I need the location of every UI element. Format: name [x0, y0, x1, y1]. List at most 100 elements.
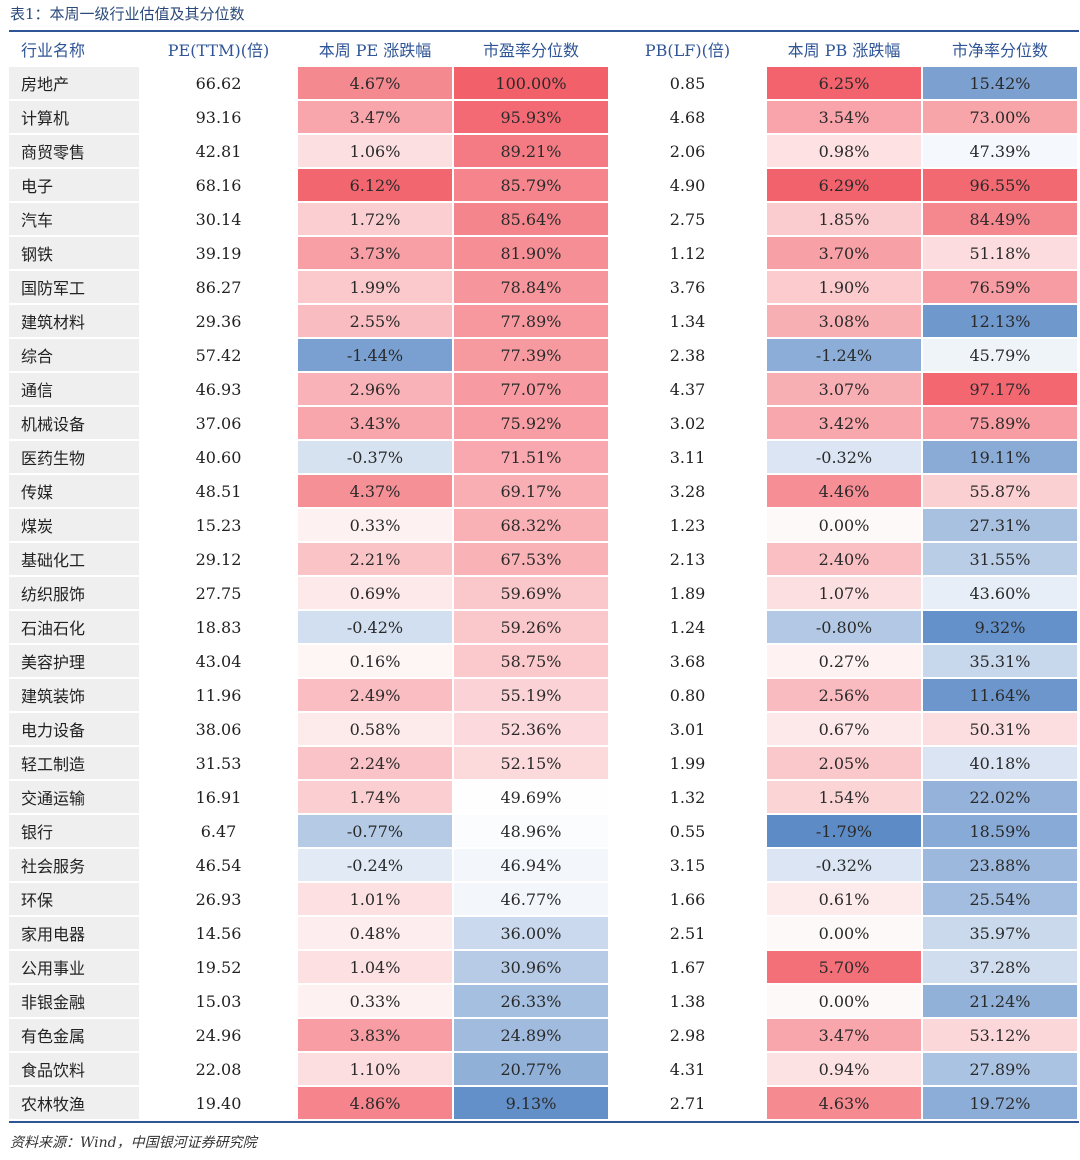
cell-pe-value: 37.06 [141, 407, 298, 441]
cell-pb-value: 2.51 [610, 917, 767, 951]
cell-pb-change: -1.79% [767, 815, 923, 849]
header-industry: 行业名称 [9, 32, 141, 67]
cell-industry-name: 美容护理 [9, 645, 141, 679]
cell-pb-percentile: 47.39% [923, 135, 1079, 169]
cell-industry-name: 家用电器 [9, 917, 141, 951]
table-row: 传媒 48.51 4.37% 69.17% 3.28 4.46% 55.87% [9, 475, 1079, 509]
cell-pb-change: 0.94% [767, 1053, 923, 1087]
cell-pb-value: 4.90 [610, 169, 767, 203]
cell-pb-change: 0.98% [767, 135, 923, 169]
cell-pe-value: 22.08 [141, 1053, 298, 1087]
cell-pb-change: 3.07% [767, 373, 923, 407]
cell-pb-value: 2.13 [610, 543, 767, 577]
header-pb-percentile: 市净率分位数 [923, 32, 1079, 67]
cell-industry-name: 公用事业 [9, 951, 141, 985]
cell-pe-change: 4.86% [298, 1087, 454, 1121]
cell-pb-percentile: 43.60% [923, 577, 1079, 611]
cell-pe-percentile: 95.93% [454, 101, 610, 135]
cell-pb-change: 2.40% [767, 543, 923, 577]
cell-pe-value: 40.60 [141, 441, 298, 475]
cell-pe-change: 3.47% [298, 101, 454, 135]
table-body: 房地产 66.62 4.67% 100.00% 0.85 6.25% 15.42% 计算机 93… [9, 67, 1079, 1121]
cell-pe-percentile: 52.36% [454, 713, 610, 747]
table-row: 食品饮料 22.08 1.10% 20.77% 4.31 0.94% 27.89% [9, 1053, 1079, 1087]
table-row: 交通运输 16.91 1.74% 49.69% 1.32 1.54% 22.02% [9, 781, 1079, 815]
cell-pb-change: -0.32% [767, 441, 923, 475]
cell-industry-name: 纺织服饰 [9, 577, 141, 611]
cell-pb-change: 0.67% [767, 713, 923, 747]
cell-pe-value: 26.93 [141, 883, 298, 917]
cell-pe-change: 0.33% [298, 509, 454, 543]
table-row: 社会服务 46.54 -0.24% 46.94% 3.15 -0.32% 23.88% [9, 849, 1079, 883]
cell-industry-name: 综合 [9, 339, 141, 373]
cell-industry-name: 环保 [9, 883, 141, 917]
cell-industry-name: 通信 [9, 373, 141, 407]
cell-pb-value: 1.23 [610, 509, 767, 543]
table-row: 煤炭 15.23 0.33% 68.32% 1.23 0.00% 27.31% [9, 509, 1079, 543]
cell-pb-percentile: 50.31% [923, 713, 1079, 747]
cell-pe-value: 38.06 [141, 713, 298, 747]
cell-pe-change: 0.69% [298, 577, 454, 611]
cell-pe-change: 1.06% [298, 135, 454, 169]
cell-industry-name: 农林牧渔 [9, 1087, 141, 1121]
cell-pb-value: 2.71 [610, 1087, 767, 1121]
table-row: 家用电器 14.56 0.48% 36.00% 2.51 0.00% 35.97% [9, 917, 1079, 951]
cell-pb-value: 1.32 [610, 781, 767, 815]
cell-pb-change: 5.70% [767, 951, 923, 985]
cell-pe-value: 57.42 [141, 339, 298, 373]
cell-industry-name: 社会服务 [9, 849, 141, 883]
table-row: 机械设备 37.06 3.43% 75.92% 3.02 3.42% 75.89% [9, 407, 1079, 441]
cell-pb-value: 1.66 [610, 883, 767, 917]
cell-pe-percentile: 85.64% [454, 203, 610, 237]
cell-pb-change: 3.54% [767, 101, 923, 135]
header-pb-change: 本周 PB 涨跌幅 [767, 32, 923, 67]
cell-pe-percentile: 59.26% [454, 611, 610, 645]
cell-industry-name: 轻工制造 [9, 747, 141, 781]
cell-pe-percentile: 100.00% [454, 67, 610, 101]
cell-pb-value: 3.76 [610, 271, 767, 305]
cell-pb-percentile: 76.59% [923, 271, 1079, 305]
cell-pb-value: 3.11 [610, 441, 767, 475]
cell-pe-change: 0.48% [298, 917, 454, 951]
cell-pb-percentile: 19.11% [923, 441, 1079, 475]
table-row: 国防军工 86.27 1.99% 78.84% 3.76 1.90% 76.59% [9, 271, 1079, 305]
cell-pe-percentile: 77.07% [454, 373, 610, 407]
cell-pe-value: 16.91 [141, 781, 298, 815]
cell-pb-value: 1.67 [610, 951, 767, 985]
cell-pb-percentile: 25.54% [923, 883, 1079, 917]
cell-pb-value: 3.01 [610, 713, 767, 747]
cell-industry-name: 非银金融 [9, 985, 141, 1019]
top-rule [9, 30, 1079, 32]
cell-pe-value: 19.40 [141, 1087, 298, 1121]
cell-pe-value: 24.96 [141, 1019, 298, 1053]
table-row: 环保 26.93 1.01% 46.77% 1.66 0.61% 25.54% [9, 883, 1079, 917]
cell-pe-change: 1.10% [298, 1053, 454, 1087]
cell-pb-change: -1.24% [767, 339, 923, 373]
cell-pe-change: 2.55% [298, 305, 454, 339]
cell-pe-percentile: 55.19% [454, 679, 610, 713]
cell-pb-value: 2.38 [610, 339, 767, 373]
cell-pe-change: -1.44% [298, 339, 454, 373]
cell-pe-value: 19.52 [141, 951, 298, 985]
cell-pb-change: 1.85% [767, 203, 923, 237]
cell-pe-change: 2.21% [298, 543, 454, 577]
cell-pe-percentile: 59.69% [454, 577, 610, 611]
cell-pb-value: 0.85 [610, 67, 767, 101]
cell-industry-name: 传媒 [9, 475, 141, 509]
cell-pe-percentile: 46.94% [454, 849, 610, 883]
cell-industry-name: 银行 [9, 815, 141, 849]
valuation-table: 行业名称 PE(TTM)(倍) 本周 PE 涨跌幅 市盈率分位数 PB(LF)(… [9, 32, 1079, 1121]
cell-pe-value: 15.23 [141, 509, 298, 543]
cell-industry-name: 房地产 [9, 67, 141, 101]
cell-industry-name: 汽车 [9, 203, 141, 237]
cell-pb-value: 1.24 [610, 611, 767, 645]
cell-pb-percentile: 21.24% [923, 985, 1079, 1019]
cell-pe-value: 6.47 [141, 815, 298, 849]
cell-pe-change: 2.49% [298, 679, 454, 713]
cell-pe-change: -0.24% [298, 849, 454, 883]
table-row: 石油石化 18.83 -0.42% 59.26% 1.24 -0.80% 9.32% [9, 611, 1079, 645]
cell-pb-percentile: 18.59% [923, 815, 1079, 849]
cell-pb-change: 3.08% [767, 305, 923, 339]
cell-pe-value: 18.83 [141, 611, 298, 645]
cell-pe-value: 27.75 [141, 577, 298, 611]
